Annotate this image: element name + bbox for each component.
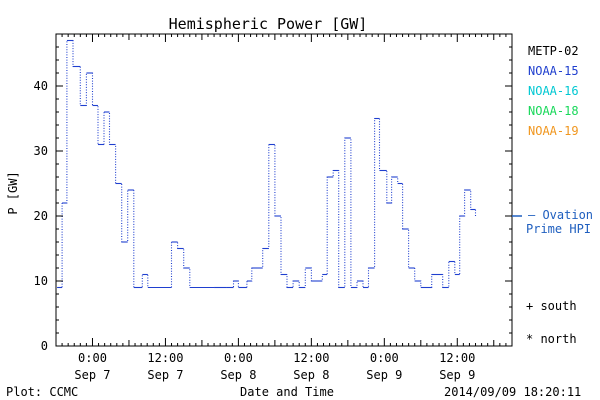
y-axis-ticks: 0 10 20 30 40: [34, 33, 512, 353]
x-tick-time-label: 0:00: [224, 351, 253, 365]
legend-entry-noaa-19: NOAA-19: [528, 124, 579, 138]
x-tick-time-label: 0:00: [370, 351, 399, 365]
y-axis-label: P [GW]: [6, 171, 20, 214]
x-tick-time-label: 0:00: [78, 351, 107, 365]
ovation-label: — Ovation: [528, 208, 593, 222]
y-tick-label: 30: [34, 144, 48, 158]
x-tick-time-label: 12:00: [293, 351, 329, 365]
y-tick-label: 10: [34, 274, 48, 288]
plot-timestamp: 2014/09/09 18:20:11: [444, 385, 581, 399]
x-tick-date-label: Sep 8: [220, 368, 256, 382]
series-line-noaa-15: [57, 39, 477, 289]
y-tick-label: 0: [41, 339, 48, 353]
x-tick-time-label: 12:00: [147, 351, 183, 365]
series-layer: [57, 39, 477, 289]
x-axis-ticks: 0:00 Sep 7 12:00 Sep 7 0:00 Sep 8 12:00 Sep 8 0:…: [55, 34, 513, 382]
chart-title: Hemispheric Power [GW]: [169, 15, 368, 33]
ovation-label-2: Prime HPI: [526, 222, 591, 236]
y-tick-label: 20: [34, 209, 48, 223]
legend-entry-noaa-18: NOAA-18: [528, 104, 579, 118]
x-axis-label: Date and Time: [240, 385, 334, 399]
x-tick-date-label: Sep 7: [147, 368, 183, 382]
legend-entry-noaa-16: NOAA-16: [528, 84, 579, 98]
legend: METP-02 NOAA-15 NOAA-16 NOAA-18 NOAA-19: [528, 44, 579, 138]
north-marker-label: * north: [526, 332, 577, 346]
x-tick-date-label: Sep 8: [293, 368, 329, 382]
x-tick-date-label: Sep 7: [74, 368, 110, 382]
y-tick-label: 40: [34, 79, 48, 93]
legend-entry-noaa-15: NOAA-15: [528, 64, 579, 78]
x-tick-date-label: Sep 9: [366, 368, 402, 382]
x-tick-time-label: 12:00: [439, 351, 475, 365]
x-tick-date-label: Sep 9: [439, 368, 475, 382]
plot-frame: [55, 33, 513, 347]
legend-entry-metp-02: METP-02: [528, 44, 579, 58]
axes: [55, 33, 513, 347]
plot-credit: Plot: CCMC: [6, 385, 78, 399]
south-marker-label: + south: [526, 299, 577, 313]
